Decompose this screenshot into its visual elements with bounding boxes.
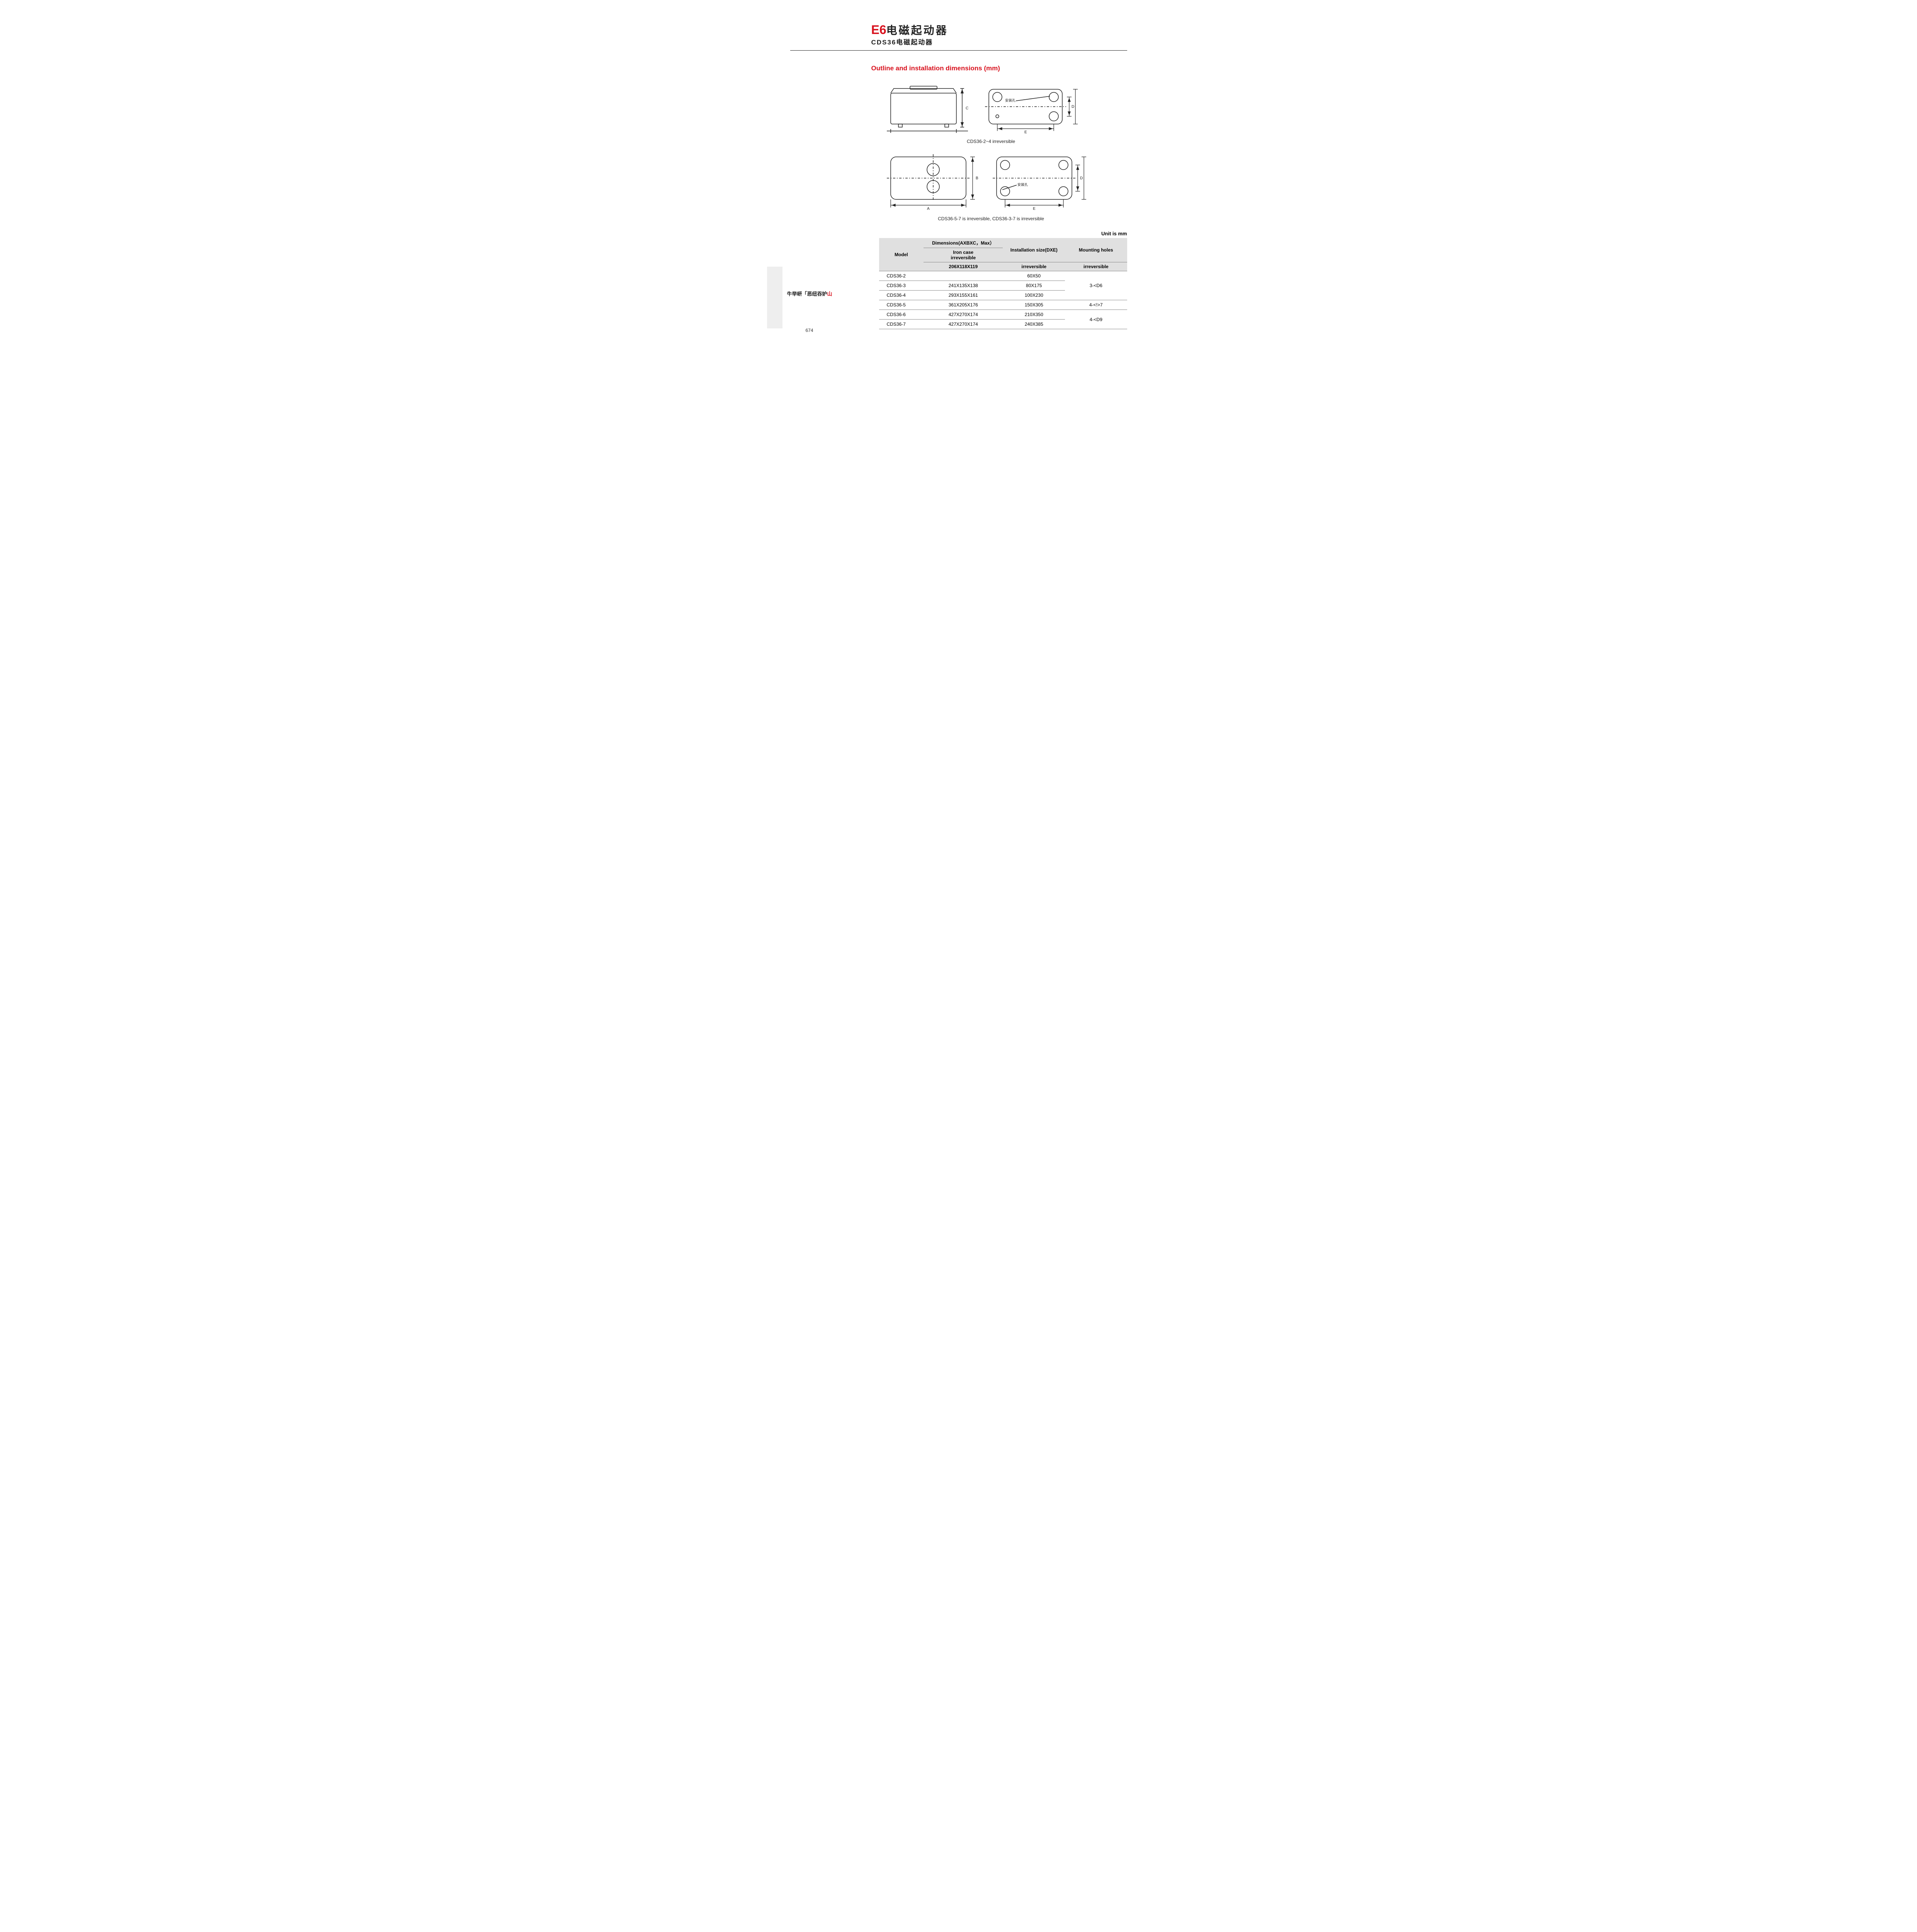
spec-tbody: CDS36-2 60X50 3-<D6 CDS36-3 241X135X138 … bbox=[879, 271, 1127, 329]
divider-top bbox=[790, 50, 1127, 51]
cell-dim bbox=[924, 271, 1003, 281]
svg-text:D: D bbox=[1080, 176, 1083, 180]
svg-text:A: A bbox=[927, 207, 930, 211]
th-ironcase: Iron case irreversible bbox=[924, 248, 1003, 262]
page-number: 674 bbox=[806, 328, 813, 333]
spec-thead: Model Dimensions(AXBXC，Max） Installation… bbox=[879, 238, 1127, 271]
cell-dim: 293X155X161 bbox=[924, 291, 1003, 300]
spec-table: Model Dimensions(AXBXC，Max） Installation… bbox=[879, 238, 1127, 329]
diagram-row-2: A B 安装孔 bbox=[883, 151, 1099, 213]
svg-text:E: E bbox=[1033, 207, 1036, 211]
diagram-front-enclosure: C bbox=[883, 82, 972, 136]
cell-install: 100X230 bbox=[1003, 291, 1065, 300]
cell-model: CDS36-3 bbox=[879, 281, 924, 291]
cell-dim: 427X270X174 bbox=[924, 310, 1003, 320]
cell-install: 80X175 bbox=[1003, 281, 1065, 291]
spec-table-wrap: Model Dimensions(AXBXC，Max） Installation… bbox=[879, 238, 1127, 329]
diagram-mounting-plate-2: 安装孔 E D bbox=[989, 151, 1089, 213]
cell-dim: 361X205X176 bbox=[924, 300, 1003, 310]
diagram-top-view: A B bbox=[883, 151, 980, 213]
header-subtitle: CDS36电磁起动器 bbox=[871, 37, 1150, 46]
side-tab bbox=[767, 267, 782, 328]
th-model: Model bbox=[879, 238, 924, 271]
side-text-main: 牛举岍「恶纽吞妒 bbox=[787, 291, 827, 297]
section-title: Outline and installation dimensions (mm) bbox=[871, 65, 1150, 72]
header-line1: E6电磁起动器 bbox=[871, 23, 1150, 37]
diagram-row-1: C 安装孔 bbox=[883, 82, 1099, 136]
svg-text:C: C bbox=[966, 106, 968, 111]
th-mount: Mounting holes bbox=[1065, 238, 1127, 262]
svg-text:D: D bbox=[1072, 105, 1074, 109]
unit-label: Unit is mm bbox=[767, 231, 1127, 236]
header-e6: E6 bbox=[871, 23, 886, 37]
cell-model: CDS36-2 bbox=[879, 271, 924, 281]
cell-model: CDS36-5 bbox=[879, 300, 924, 310]
table-row: CDS36-2 60X50 3-<D6 bbox=[879, 271, 1127, 281]
cell-holes: 3-<D6 bbox=[1065, 271, 1127, 300]
cell-install: 60X50 bbox=[1003, 271, 1065, 281]
cell-install: 210X350 bbox=[1003, 310, 1065, 320]
th-ironcase-label: Iron case bbox=[953, 250, 973, 255]
diagram-container: C 安装孔 bbox=[883, 82, 1099, 221]
svg-text:安装孔: 安装孔 bbox=[1017, 182, 1028, 187]
cell-holes: 4-<!>7 bbox=[1065, 300, 1127, 310]
th-mount-sub: irreversible bbox=[1065, 262, 1127, 271]
th-install-sub: irreversible bbox=[1003, 262, 1065, 271]
cell-model: CDS36-6 bbox=[879, 310, 924, 320]
table-row: CDS36-6 427X270X174 210X350 4-<D9 bbox=[879, 310, 1127, 320]
cell-model: CDS36-4 bbox=[879, 291, 924, 300]
th-install: Installation size(DXE) bbox=[1003, 238, 1065, 262]
cell-model: CDS36-7 bbox=[879, 320, 924, 329]
cell-holes: 4-<D9 bbox=[1065, 310, 1127, 329]
th-top-dim: 206X118X119 bbox=[924, 262, 1003, 271]
side-text: 牛举岍「恶纽吞妒山 bbox=[787, 290, 832, 297]
th-dimensions: Dimensions(AXBXC，Max） bbox=[924, 238, 1003, 248]
diagram-caption-2: CDS36-5-7 is irreversible, CDS36-3-7 is … bbox=[883, 216, 1099, 221]
cell-install: 150X305 bbox=[1003, 300, 1065, 310]
diagram-caption-1: CDS36-2~4 irreversible bbox=[883, 139, 1099, 144]
page-header: E6电磁起动器 CDS36电磁起动器 bbox=[871, 23, 1150, 46]
th-ironcase-sub: irreversible bbox=[951, 255, 976, 260]
side-text-red: 山 bbox=[827, 291, 832, 297]
cell-dim: 241X135X138 bbox=[924, 281, 1003, 291]
svg-text:安装孔: 安装孔 bbox=[1005, 98, 1015, 102]
cell-dim: 427X270X174 bbox=[924, 320, 1003, 329]
svg-text:E: E bbox=[1024, 130, 1027, 134]
diagram-mounting-plate-1: 安装孔 E D bbox=[981, 82, 1082, 136]
table-row: CDS36-5 361X205X176 150X305 4-<!>7 bbox=[879, 300, 1127, 310]
svg-text:B: B bbox=[976, 176, 978, 180]
cell-install: 240X385 bbox=[1003, 320, 1065, 329]
header-title-cn: 电磁起动器 bbox=[886, 24, 948, 36]
